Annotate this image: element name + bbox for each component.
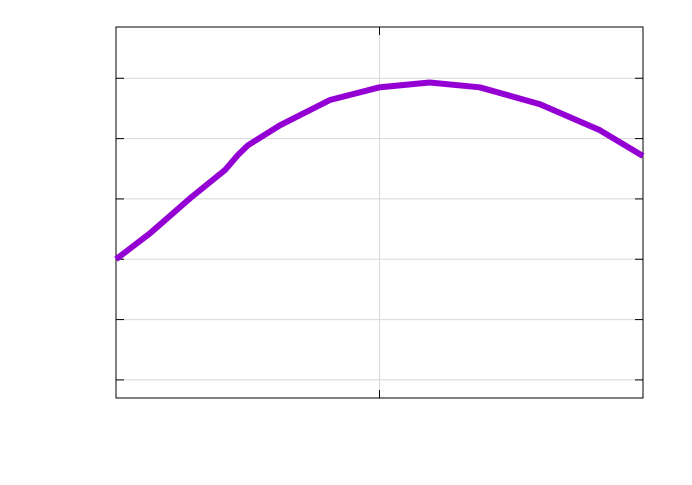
line	[114, 79, 645, 262]
plot-border	[115, 26, 644, 399]
